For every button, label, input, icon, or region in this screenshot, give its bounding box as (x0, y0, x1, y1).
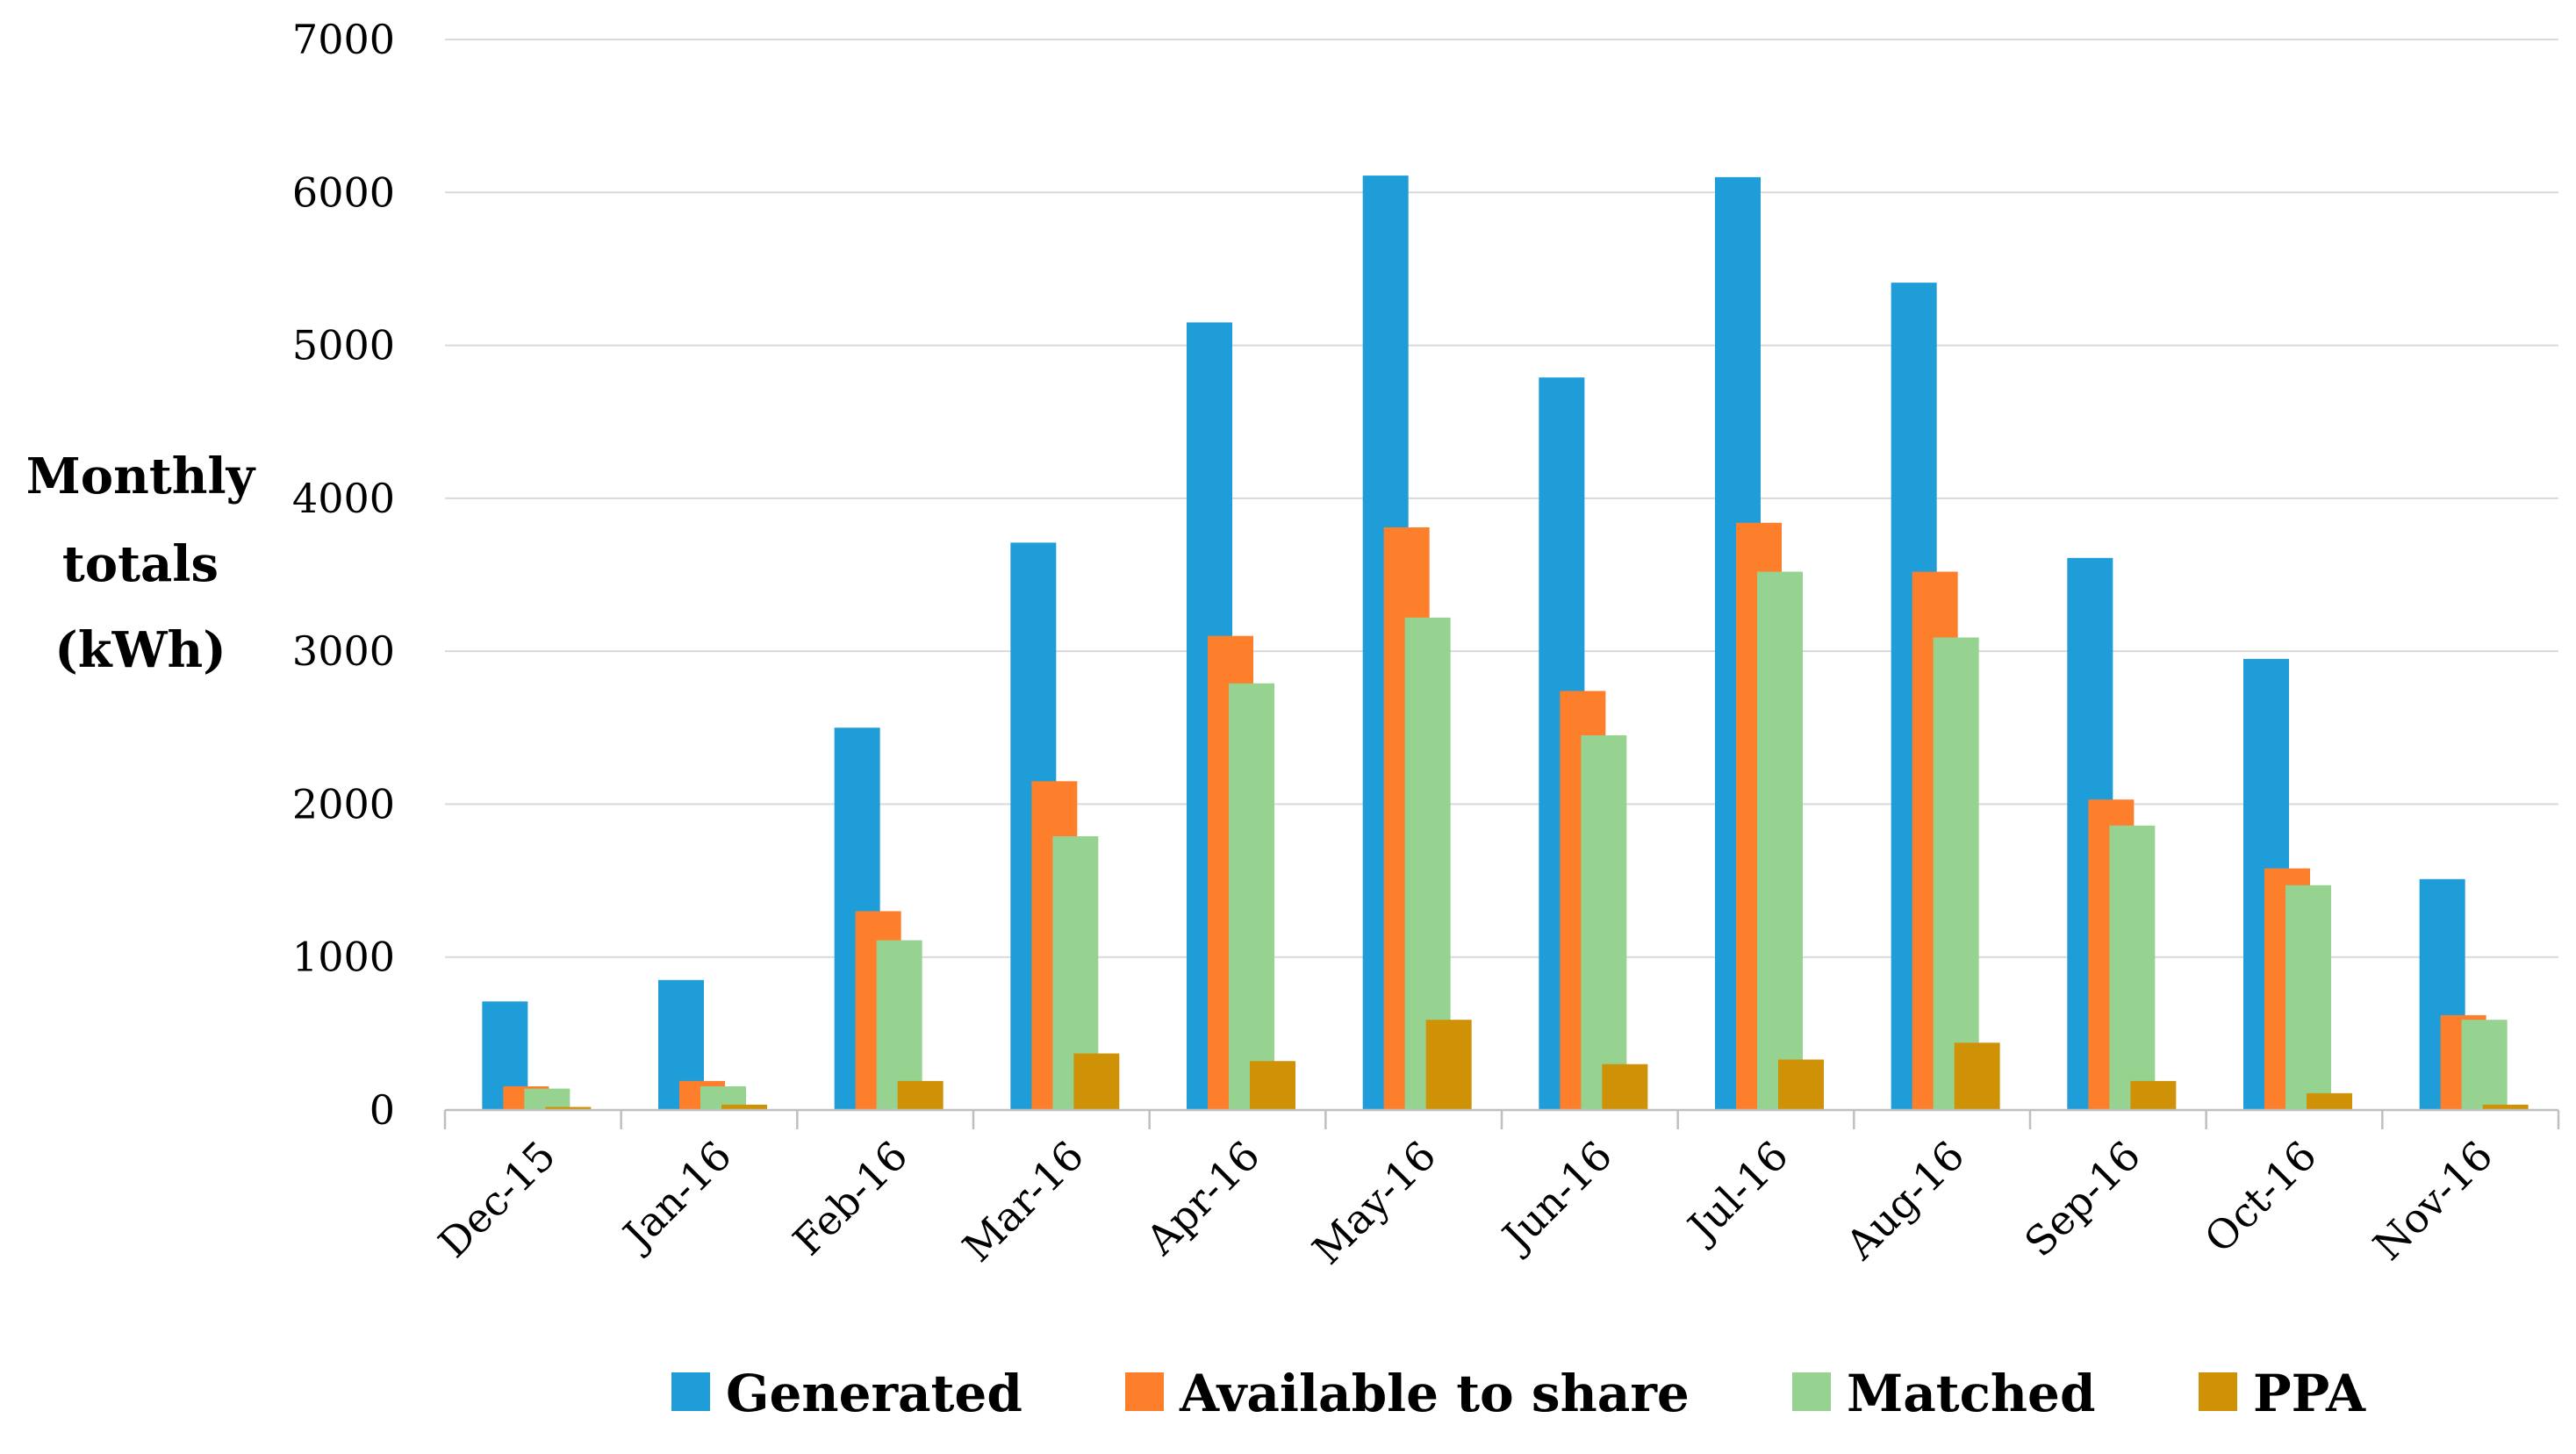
bar-matched-dec-15 (524, 1088, 570, 1110)
bar-matched-apr-16 (1229, 683, 1274, 1110)
y-axis-label: Monthly totals (kWh) (26, 448, 256, 679)
x-tick-label: Jun-16 (1491, 1132, 1621, 1262)
x-tick-label: Apr-16 (1137, 1132, 1269, 1264)
legend-swatch-generated (671, 1372, 710, 1411)
bar-matched-oct-16 (2285, 885, 2331, 1110)
bar-matched-nov-16 (2461, 1020, 2508, 1110)
legend-label-matched: Matched (1847, 1364, 2096, 1423)
y-axis-label-line: (kWh) (54, 621, 226, 679)
x-tick-label: Jul-16 (1676, 1132, 1797, 1253)
bars (482, 175, 2529, 1111)
legend-label-available-to-share: Available to share (1179, 1364, 1690, 1423)
bar-ppa-jun-16 (1602, 1064, 1648, 1110)
y-tick-label: 2000 (292, 780, 395, 827)
legend-swatch-matched (1792, 1372, 1831, 1411)
legend-swatch-available-to-share (1125, 1372, 1164, 1411)
legend-item-generated: Generated (671, 1364, 1023, 1423)
legend-label-ppa: PPA (2253, 1364, 2366, 1423)
y-tick-label: 6000 (292, 168, 395, 216)
bar-ppa-sep-16 (2130, 1080, 2177, 1110)
x-tick-label: Dec-15 (429, 1132, 564, 1267)
y-tick-label: 3000 (292, 627, 395, 675)
x-tick-label: Aug-16 (1836, 1132, 1974, 1270)
legend-item-ppa: PPA (2199, 1364, 2366, 1423)
gridlines (445, 39, 2558, 958)
y-axis-ticks: 0 1000 2000 3000 4000 5000 6000 7000 (292, 16, 395, 1134)
x-tick-label: Mar-16 (953, 1132, 1093, 1271)
legend-swatch-ppa (2199, 1372, 2237, 1411)
bar-matched-aug-16 (1933, 637, 1979, 1110)
x-tick-label: Sep-16 (2015, 1132, 2149, 1266)
legend: Generated Available to share Matched PPA (671, 1364, 2366, 1423)
bar-matched-jun-16 (1581, 735, 1627, 1110)
bar-ppa-feb-16 (897, 1080, 944, 1110)
bar-ppa-may-16 (1425, 1020, 1472, 1110)
y-tick-label: 7000 (292, 16, 395, 63)
bar-ppa-aug-16 (1954, 1042, 2000, 1110)
y-tick-label: 1000 (292, 934, 395, 981)
bar-ppa-jul-16 (1778, 1059, 1824, 1110)
y-tick-label: 4000 (292, 475, 395, 522)
bar-ppa-oct-16 (2307, 1092, 2352, 1110)
x-axis (443, 1108, 2560, 1129)
x-tick-label: Feb-16 (784, 1132, 916, 1264)
bar-ppa-apr-16 (1250, 1061, 1295, 1110)
x-axis-ticks: Dec-15 Jan-16 Feb-16 Mar-16 Apr-16 May-16 Jun-… (429, 1132, 2501, 1274)
x-tick-label: May-16 (1303, 1132, 1446, 1274)
y-axis-label-line: Monthly (26, 448, 256, 505)
bar-matched-sep-16 (2109, 825, 2156, 1110)
y-tick-label: 5000 (292, 322, 395, 369)
legend-item-available-to-share: Available to share (1125, 1364, 1690, 1423)
bar-matched-jul-16 (1757, 571, 1803, 1110)
x-tick-label: Jan-16 (612, 1132, 741, 1261)
y-tick-label: 0 (370, 1086, 395, 1134)
legend-item-matched: Matched (1792, 1364, 2096, 1423)
bar-ppa-jan-16 (721, 1104, 767, 1110)
x-tick-label: Nov-16 (2364, 1132, 2501, 1270)
bar-ppa-dec-15 (545, 1107, 592, 1110)
bar-ppa-mar-16 (1073, 1053, 1120, 1110)
y-axis-label-line: totals (62, 535, 219, 593)
x-tick-label: Oct-16 (2195, 1132, 2326, 1263)
legend-label-generated: Generated (726, 1364, 1023, 1423)
bar-ppa-nov-16 (2482, 1104, 2529, 1110)
